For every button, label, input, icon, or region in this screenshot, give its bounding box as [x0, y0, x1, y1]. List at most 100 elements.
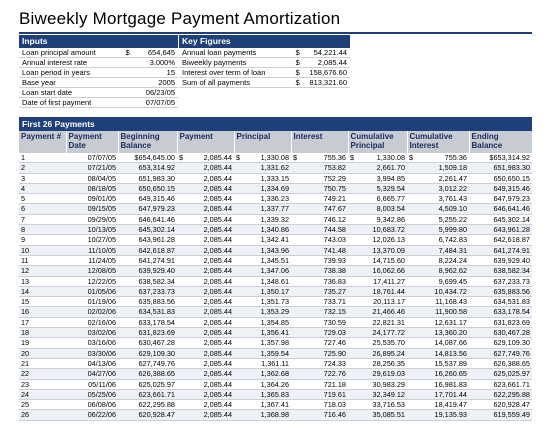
cell-cumulative-interest: 12,631.17	[407, 317, 469, 329]
currency-symbol: $	[350, 153, 355, 162]
cell-cumulative-interest: 8,962.62	[407, 265, 469, 277]
cell-value: 10,434.72	[434, 286, 467, 296]
cell-payment: 2,085.44	[177, 265, 234, 277]
cell-cumulative-interest: 15,537.89	[407, 358, 469, 370]
cell-interest: 716.46	[291, 409, 348, 421]
input-value[interactable]: 654,645	[135, 48, 178, 57]
cell-payment-date: 01/05/06	[66, 286, 118, 298]
cell-payment-date: 04/27/06	[66, 368, 118, 380]
cell-beginning-balance: 627,749.76	[118, 358, 177, 370]
table-row: 2 07/21/05 653,314.92 2,085.44 1,331.62 753.8…	[19, 162, 532, 174]
cell-beginning-balance: 622,295.88	[118, 399, 177, 411]
cell-value: 1,347.06	[260, 266, 289, 276]
cell-payment: 2,085.44	[177, 409, 234, 421]
cell-cumulative-interest: 7,484.31	[407, 245, 469, 256]
cell-payment-number: 8	[19, 224, 66, 236]
page-title: Biweekly Mortgage Payment Amortization	[19, 9, 341, 28]
cell-value: 1,348.61	[260, 276, 289, 286]
cell-value: 735.27	[323, 286, 346, 296]
cell-value: 1,334.69	[260, 183, 289, 193]
cell-cumulative-interest: 14,813.56	[407, 348, 469, 359]
table-row: 14 01/05/06 637,233.73 2,085.44 1,350.17 735.…	[19, 286, 532, 298]
table-row: 3 08/04/05 651,983.30 2,085.44 1,333.15 752.2…	[19, 173, 532, 184]
cell-value: 14,813.56	[434, 348, 467, 358]
cell-principal: 1,365.83	[234, 389, 291, 401]
cell-cumulative-interest: 18,419.47	[407, 399, 469, 411]
cell-value: 1,342.41	[260, 235, 289, 245]
cell-payment: 2,085.44	[177, 306, 234, 318]
cell-value: 2,085.44	[203, 328, 232, 338]
table-row: 23 05/11/06 625,025.97 2,085.44 1,364.26 721.…	[19, 379, 532, 390]
cell-interest: 743.03	[291, 234, 348, 246]
input-value[interactable]: 07/07/05	[135, 98, 178, 107]
cell-interest: 719.61	[291, 389, 348, 401]
cell-payment-date: 07/07/05	[66, 153, 118, 164]
cell-interest: 747.67	[291, 203, 348, 215]
cell-value: 1,340.86	[260, 225, 289, 235]
cell-payment: 2,085.44	[177, 296, 234, 308]
input-value[interactable]: 3.000%	[135, 58, 178, 67]
cell-cumulative-principal: $1,330.08	[348, 153, 407, 164]
cell-beginning-balance: 635,883.56	[118, 296, 177, 308]
cell-value: 2,085.44	[203, 358, 232, 368]
input-value[interactable]: 2005	[135, 78, 178, 87]
cell-value: 3,012.22	[438, 183, 467, 193]
cell-value: 2,085.44	[203, 214, 232, 224]
cell-principal: 1,347.06	[234, 265, 291, 277]
cell-cumulative-interest: 2,261.47	[407, 173, 469, 184]
cell-cumulative-principal: 2,661.70	[348, 162, 407, 174]
cell-ending-balance: 638,582.34	[469, 265, 532, 277]
cell-payment-date: 09/15/05	[66, 203, 118, 215]
cell-value: 16,260.65	[434, 369, 467, 379]
cell-value: 1,367.41	[260, 400, 289, 410]
cell-payment-number: 3	[19, 173, 66, 184]
cell-value: 753.82	[323, 163, 346, 173]
cell-cumulative-principal: 8,003.54	[348, 203, 407, 215]
cell-payment-number: 18	[19, 327, 66, 339]
cell-value: 2,085.44	[203, 389, 232, 399]
cell-value: 1,339.32	[260, 214, 289, 224]
cell-value: 744.58	[323, 225, 346, 235]
cell-payment-number: 4	[19, 183, 66, 195]
cell-cumulative-principal: 14,715.60	[348, 255, 407, 267]
cell-beginning-balance: 630,467.28	[118, 337, 177, 349]
cell-payment: 2,085.44	[177, 379, 234, 390]
input-value[interactable]: 15	[135, 68, 178, 77]
cell-value: 2,085.44	[203, 225, 232, 235]
cell-ending-balance: 622,295.88	[469, 389, 532, 401]
column-header: Beginning Balance	[118, 131, 178, 153]
table-row: 6 09/15/05 647,979.23 2,085.44 1,337.77 747.6…	[19, 203, 532, 215]
cell-interest: 741.48	[291, 245, 348, 256]
cell-value: 2,085.44	[203, 235, 232, 245]
cell-payment-number: 13	[19, 276, 66, 287]
currency-symbol: $	[125, 48, 130, 57]
table-row: 11 11/24/05 641,274.91 2,085.44 1,345.51 739.…	[19, 255, 532, 267]
cell-payment-date: 02/16/06	[66, 317, 118, 329]
cell-value: 14,087.66	[434, 338, 467, 348]
cell-value: 1,345.51	[260, 255, 289, 265]
cell-value: 1,350.17	[260, 286, 289, 296]
cell-value: 32,349.12	[372, 389, 405, 399]
cell-cumulative-principal: 29,619.03	[348, 368, 407, 380]
cell-value: 727.46	[323, 338, 346, 348]
cell-value: 1,368.98	[260, 410, 289, 420]
cell-interest: $755.36	[291, 153, 348, 164]
cell-payment-date: 08/18/05	[66, 183, 118, 195]
cell-ending-balance: 642,618.87	[469, 234, 532, 246]
cell-beginning-balance: 634,531.83	[118, 306, 177, 318]
cell-payment-date: 11/24/05	[66, 255, 118, 267]
schedule-header: First 26 Payments	[19, 117, 532, 131]
cell-principal: 1,353.29	[234, 306, 291, 318]
cell-interest: 750.75	[291, 183, 348, 195]
cell-ending-balance: 637,233.73	[469, 276, 532, 287]
input-value[interactable]: 06/23/05	[135, 88, 178, 97]
cell-payment-date: 02/02/06	[66, 306, 118, 318]
table-row: 7 09/29/05 646,641.46 2,085.44 1,339.32 746.1…	[19, 214, 532, 226]
cell-payment-number: 9	[19, 234, 66, 246]
cell-cumulative-principal: 10,683.72	[348, 224, 407, 236]
cell-interest: 718.03	[291, 399, 348, 411]
table-row: 8 10/13/05 645,302.14 2,085.44 1,340.86 744.5…	[19, 224, 532, 236]
cell-value: 17,701.44	[434, 389, 467, 399]
cell-value: 736.83	[323, 276, 346, 286]
cell-value: 1,359.54	[260, 348, 289, 358]
